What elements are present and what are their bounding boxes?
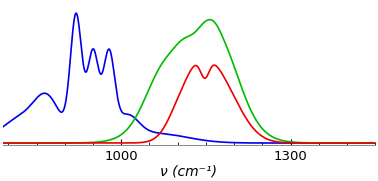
X-axis label: ν (cm⁻¹): ν (cm⁻¹) [161,164,217,178]
